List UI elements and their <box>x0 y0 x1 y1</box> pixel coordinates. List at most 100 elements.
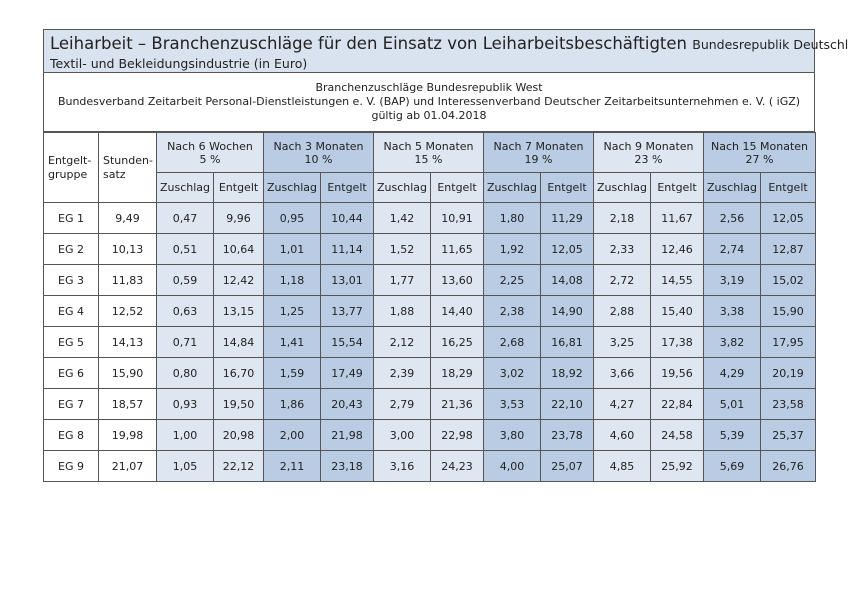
cell-zuschlag: 1,00 <box>156 419 214 451</box>
cell-zuschlag: 1,41 <box>263 326 322 358</box>
header-entgelt: Entgelt <box>760 172 817 203</box>
cell-stundensatz: 11,83 <box>98 264 157 296</box>
cell-entgelt: 25,37 <box>760 419 817 451</box>
cell-entgeltgruppe: EG 2 <box>43 233 99 265</box>
cell-stundensatz: 21,07 <box>98 450 157 482</box>
header-period: Nach 15 Monaten 27 % <box>703 132 817 173</box>
cell-stundensatz: 14,13 <box>98 326 157 358</box>
header-entgelt: Entgelt <box>540 172 595 203</box>
cell-zuschlag: 1,80 <box>483 202 542 234</box>
cell-entgelt: 24,58 <box>650 419 705 451</box>
cell-zuschlag: 5,69 <box>703 450 762 482</box>
cell-zuschlag: 1,05 <box>156 450 214 482</box>
cell-entgelt: 12,05 <box>540 233 595 265</box>
cell-entgelt: 20,98 <box>212 419 265 451</box>
page-title: Leiharbeit – Branchenzuschläge für den E… <box>50 34 688 53</box>
cell-entgelt: 16,70 <box>212 357 265 389</box>
cell-zuschlag: 4,00 <box>483 450 542 482</box>
cell-zuschlag: 2,79 <box>373 388 432 420</box>
cell-entgeltgruppe: EG 7 <box>43 388 99 420</box>
cell-entgelt: 13,15 <box>212 295 265 327</box>
cell-zuschlag: 4,85 <box>593 450 652 482</box>
cell-entgeltgruppe: EG 3 <box>43 264 99 296</box>
header-period: Nach 9 Monaten 23 % <box>593 132 705 173</box>
industry-subtitle: Textil- und Bekleidungsindustrie (in Eur… <box>50 56 308 71</box>
header-zuschlag: Zuschlag <box>156 172 214 203</box>
cell-entgelt: 21,36 <box>430 388 485 420</box>
cell-entgeltgruppe: EG 9 <box>43 450 99 482</box>
header-row-subcolumns: Zuschlag Entgelt Zuschlag Entgelt Zuschl… <box>44 172 817 203</box>
title-box: Leiharbeit – Branchenzuschläge für den E… <box>43 29 849 73</box>
cell-zuschlag: 4,29 <box>703 357 762 389</box>
cell-entgelt: 23,78 <box>540 419 595 451</box>
cell-entgelt: 13,01 <box>320 264 375 296</box>
header-zuschlag: Zuschlag <box>373 172 432 203</box>
cell-entgelt: 25,92 <box>650 450 705 482</box>
cell-zuschlag: 2,39 <box>373 357 432 389</box>
cell-zuschlag: 1,42 <box>373 202 432 234</box>
table-row: EG 2 10,13 0,51 10,64 1,01 11,14 1,52 11,65 1,92… <box>43 233 817 265</box>
table-row: EG 5 14,13 0,71 14,84 1,41 15,54 2,12 16,25 2,68… <box>43 326 817 358</box>
cell-zuschlag: 0,80 <box>156 357 214 389</box>
header-stundensatz: Stunden- satz <box>98 132 157 203</box>
cell-zuschlag: 3,25 <box>593 326 652 358</box>
region-label: Bundesrepublik Deutschland <box>692 37 849 52</box>
cell-entgelt: 15,54 <box>320 326 375 358</box>
cell-stundensatz: 15,90 <box>98 357 157 389</box>
cell-entgelt: 12,87 <box>760 233 817 265</box>
cell-zuschlag: 3,82 <box>703 326 762 358</box>
header-entgeltgruppe: Entgelt- gruppe <box>43 132 99 203</box>
cell-zuschlag: 3,19 <box>703 264 762 296</box>
header-entgelt: Entgelt <box>430 172 485 203</box>
header-zuschlag: Zuschlag <box>703 172 762 203</box>
cell-entgelt: 18,92 <box>540 357 595 389</box>
info-line-1: Branchenzuschläge Bundesrepublik West <box>315 81 543 94</box>
cell-zuschlag: 2,74 <box>703 233 762 265</box>
cell-zuschlag: 3,66 <box>593 357 652 389</box>
info-box: Branchenzuschläge Bundesrepublik West Bu… <box>43 73 815 132</box>
cell-entgelt: 16,25 <box>430 326 485 358</box>
cell-zuschlag: 1,86 <box>263 388 322 420</box>
surcharge-table: Entgelt- gruppe Stunden- satz Nach 6 Woc… <box>43 132 817 482</box>
cell-entgelt: 11,67 <box>650 202 705 234</box>
cell-zuschlag: 2,12 <box>373 326 432 358</box>
cell-entgelt: 10,91 <box>430 202 485 234</box>
cell-entgelt: 10,64 <box>212 233 265 265</box>
cell-stundensatz: 10,13 <box>98 233 157 265</box>
cell-entgelt: 26,76 <box>760 450 817 482</box>
cell-zuschlag: 2,56 <box>703 202 762 234</box>
cell-entgelt: 13,77 <box>320 295 375 327</box>
cell-entgelt: 22,98 <box>430 419 485 451</box>
cell-entgelt: 22,84 <box>650 388 705 420</box>
cell-stundensatz: 18,57 <box>98 388 157 420</box>
cell-zuschlag: 2,38 <box>483 295 542 327</box>
cell-zuschlag: 2,11 <box>263 450 322 482</box>
cell-entgelt: 17,49 <box>320 357 375 389</box>
cell-zuschlag: 1,92 <box>483 233 542 265</box>
cell-entgelt: 14,08 <box>540 264 595 296</box>
header-period: Nach 3 Monaten 10 % <box>263 132 375 173</box>
cell-stundensatz: 9,49 <box>98 202 157 234</box>
cell-zuschlag: 1,88 <box>373 295 432 327</box>
cell-entgelt: 14,40 <box>430 295 485 327</box>
info-line-3: gültig ab 01.04.2018 <box>371 109 487 122</box>
cell-entgelt: 21,98 <box>320 419 375 451</box>
cell-entgelt: 17,38 <box>650 326 705 358</box>
cell-zuschlag: 2,33 <box>593 233 652 265</box>
cell-entgeltgruppe: EG 4 <box>43 295 99 327</box>
cell-zuschlag: 1,01 <box>263 233 322 265</box>
table-body: EG 1 9,49 0,47 9,96 0,95 10,44 1,42 10,91 1,80 11… <box>43 202 817 482</box>
cell-entgelt: 15,02 <box>760 264 817 296</box>
table-row: EG 3 11,83 0,59 12,42 1,18 13,01 1,77 13,60 2,25… <box>43 264 817 296</box>
cell-zuschlag: 2,00 <box>263 419 322 451</box>
header-zuschlag: Zuschlag <box>483 172 542 203</box>
cell-zuschlag: 3,16 <box>373 450 432 482</box>
cell-zuschlag: 2,18 <box>593 202 652 234</box>
cell-entgelt: 11,14 <box>320 233 375 265</box>
cell-entgelt: 12,05 <box>760 202 817 234</box>
cell-entgelt: 20,19 <box>760 357 817 389</box>
table-row: EG 6 15,90 0,80 16,70 1,59 17,49 2,39 18,29 3,02… <box>43 357 817 389</box>
cell-zuschlag: 1,52 <box>373 233 432 265</box>
cell-zuschlag: 2,68 <box>483 326 542 358</box>
cell-entgelt: 15,40 <box>650 295 705 327</box>
